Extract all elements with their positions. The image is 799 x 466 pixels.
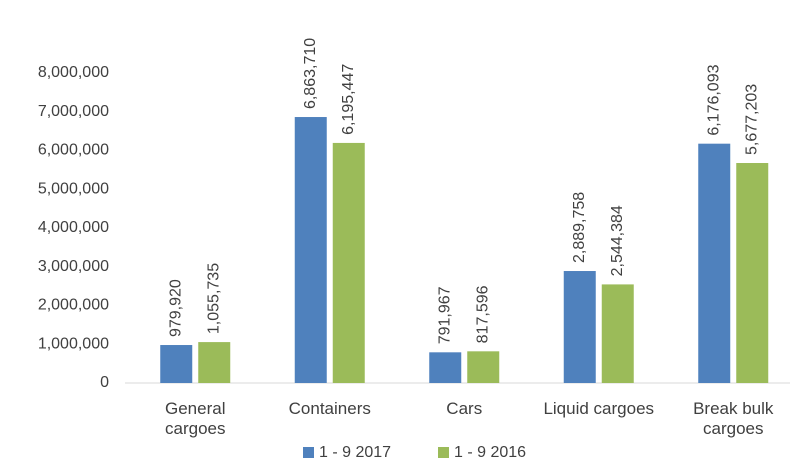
value-label: 2,544,384 — [609, 205, 626, 276]
bar — [467, 351, 500, 383]
bar — [563, 271, 596, 383]
value-label: 2,889,758 — [571, 192, 588, 263]
y-tick-label: 6,000,000 — [38, 142, 109, 159]
x-tick-label: Containers — [288, 399, 371, 418]
bar — [601, 284, 634, 383]
y-tick-label: 5,000,000 — [38, 180, 109, 197]
bar — [736, 163, 769, 383]
bar — [332, 142, 365, 383]
bar — [198, 342, 231, 383]
value-label: 791,967 — [436, 286, 453, 344]
x-tick-label: Liquid cargoes — [543, 399, 655, 418]
y-tick-label: 1,000,000 — [38, 335, 109, 352]
legend-label: 1 - 9 2017 — [319, 444, 391, 461]
value-label: 979,920 — [167, 279, 184, 337]
value-label: 6,863,710 — [302, 38, 319, 109]
bar — [160, 345, 193, 383]
x-tick-label: Break bulk cargoes — [693, 399, 774, 438]
legend-swatch — [303, 447, 314, 458]
bar — [294, 117, 327, 383]
y-tick-label: 3,000,000 — [38, 258, 109, 275]
y-tick-label: 2,000,000 — [38, 297, 109, 314]
y-tick-label: 0 — [100, 374, 109, 391]
value-label: 5,677,203 — [743, 84, 760, 155]
value-label: 817,596 — [474, 285, 491, 343]
value-label: 1,055,735 — [205, 263, 222, 334]
y-tick-label: 7,000,000 — [38, 103, 109, 120]
legend-swatch — [438, 447, 449, 458]
x-tick-label: General cargoes — [165, 399, 226, 438]
bar — [698, 143, 731, 383]
bar — [429, 352, 462, 383]
legend-label: 1 - 9 2016 — [454, 444, 526, 461]
value-label: 6,176,093 — [705, 64, 722, 135]
y-tick-label: 8,000,000 — [38, 64, 109, 81]
y-tick-label: 4,000,000 — [38, 219, 109, 236]
x-tick-label: Cars — [446, 399, 483, 418]
value-label: 6,195,447 — [340, 64, 357, 135]
